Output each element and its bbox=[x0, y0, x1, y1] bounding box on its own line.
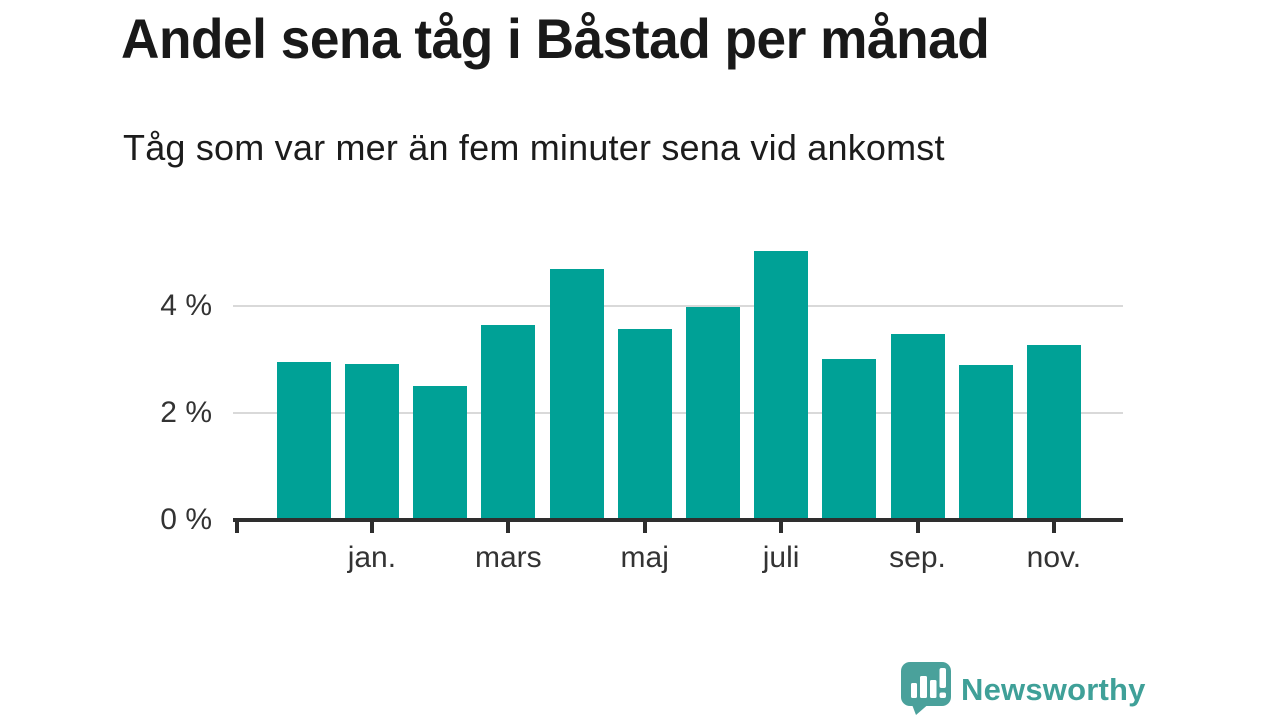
chart-title: Andel sena tåg i Båstad per månad bbox=[121, 7, 990, 70]
bar-feb bbox=[413, 385, 468, 520]
x-axis-tick-juli bbox=[779, 522, 784, 533]
chart-subtitle: Tåg som var mer än fem minuter sena vid … bbox=[123, 127, 945, 168]
x-axis-tick-nov bbox=[1051, 522, 1056, 533]
x-axis-line bbox=[233, 517, 1123, 522]
bar-aug bbox=[822, 358, 877, 520]
newsworthy-logo-icon bbox=[901, 662, 951, 715]
x-axis-tick-sep bbox=[915, 522, 920, 533]
gridline-4-percent bbox=[233, 305, 1123, 307]
x-axis-label-juli: juli bbox=[762, 541, 800, 574]
bar-mars bbox=[481, 325, 536, 520]
bar-chart-plot-area: 0 % 2 % 4 % jan. mars maj juli sep. nov. bbox=[160, 250, 1123, 574]
x-axis-tick-mars bbox=[506, 522, 511, 533]
bar-maj bbox=[617, 329, 672, 520]
bar-okt bbox=[958, 365, 1013, 520]
bar-juli bbox=[754, 250, 809, 520]
bar-dec bbox=[276, 361, 331, 520]
x-axis-start-tick bbox=[235, 522, 239, 533]
x-axis-label-mars: mars bbox=[474, 541, 542, 574]
bar-juni bbox=[685, 306, 740, 520]
x-axis-label-sep: sep. bbox=[889, 541, 946, 574]
y-axis-label-2-percent: 2 % bbox=[160, 396, 212, 429]
x-axis-tick-maj bbox=[642, 522, 647, 533]
bar-sep bbox=[890, 334, 945, 520]
y-axis-label-0-percent: 0 % bbox=[160, 503, 212, 536]
bar-jan bbox=[344, 363, 399, 520]
x-axis-label-maj: maj bbox=[620, 541, 669, 574]
bar-nov bbox=[1026, 345, 1081, 520]
x-axis-label-jan: jan. bbox=[347, 541, 397, 574]
gridline-2-percent bbox=[233, 412, 1123, 414]
x-axis-tick-jan bbox=[369, 522, 374, 533]
newsworthy-logo-text: Newsworthy bbox=[961, 672, 1146, 707]
y-axis-label-4-percent: 4 % bbox=[160, 289, 212, 322]
newsworthy-logo: Newsworthy bbox=[901, 662, 1145, 720]
x-axis-label-nov: nov. bbox=[1026, 541, 1082, 574]
bar-apr bbox=[549, 268, 604, 520]
